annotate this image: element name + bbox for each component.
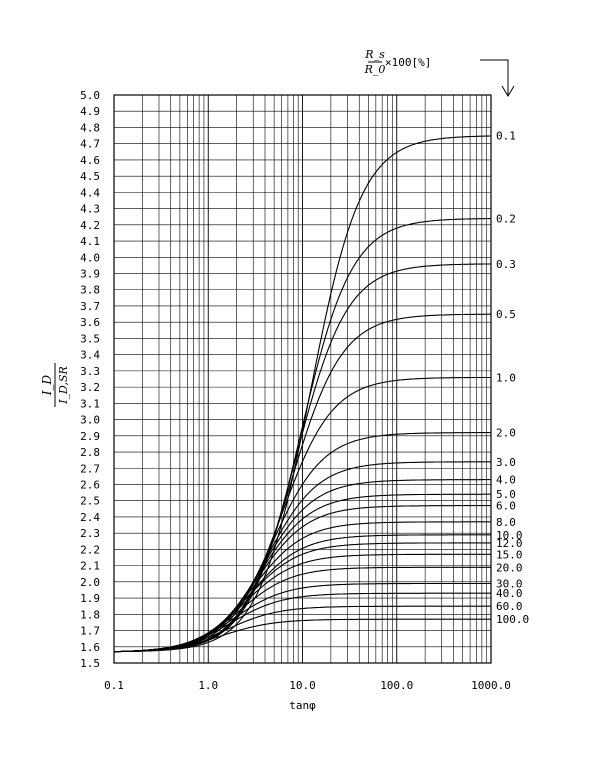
- y-tick-label: 4.2: [80, 219, 100, 232]
- legend-arrow: [480, 59, 509, 96]
- y-tick-label: 3.2: [80, 381, 100, 394]
- y-axis-label: I_D I_D,SR: [40, 363, 70, 407]
- series-label-12.0: 12.0: [496, 537, 523, 550]
- series-label-30.0: 30.0: [496, 577, 523, 590]
- y-axis-label-denominator: I_D,SR: [57, 366, 70, 405]
- series-label-1.0: 1.0: [496, 371, 516, 384]
- y-tick-label: 1.8: [80, 608, 100, 621]
- plot-frame: [113, 94, 492, 664]
- x-axis-label: tanφ: [289, 699, 316, 712]
- series-label-0.3: 0.3: [496, 258, 516, 271]
- y-tick-label: 4.6: [80, 154, 100, 167]
- series-label-5.0: 5.0: [496, 488, 516, 501]
- y-tick-label: 3.9: [80, 268, 100, 281]
- series-label-60.0: 60.0: [496, 600, 523, 613]
- y-tick-label: 4.1: [80, 235, 100, 248]
- y-tick-label: 1.5: [80, 657, 100, 670]
- y-tick-label: 4.8: [80, 121, 100, 134]
- series-labels: 0.1 0.2 0.3 0.5 1.0 2.0 3.0 4.05.06.0 8.010.012.…: [496, 130, 529, 627]
- y-tick-label: 1.6: [80, 641, 100, 654]
- y-tick-label: 4.0: [80, 251, 100, 264]
- curve-60.0: [114, 605, 491, 653]
- x-tick-label: 100.0: [380, 679, 413, 692]
- series-label-10.0: 10.0: [496, 529, 523, 542]
- y-tick-label: 2.1: [80, 560, 100, 573]
- y-tick-label: 1.9: [80, 592, 100, 605]
- y-tick-label: 4.3: [80, 203, 100, 216]
- legend-title-suffix: ×100[%]: [385, 56, 431, 69]
- x-tick-label: 0.1: [104, 679, 124, 692]
- legend-title-numerator: R_s: [364, 48, 385, 61]
- x-tick-labels: 0.1 1.0 10.0 100.0 1000.0: [104, 679, 511, 692]
- y-tick-label: 3.6: [80, 316, 100, 329]
- y-tick-label: 3.7: [80, 300, 100, 313]
- y-tick-label: 3.8: [80, 284, 100, 297]
- y-tick-label: 3.4: [80, 349, 100, 362]
- y-axis-label-numerator: I_D: [40, 374, 54, 396]
- x-tick-label: 1.0: [198, 679, 218, 692]
- y-tick-label: 3.1: [80, 397, 100, 410]
- legend-title-denominator: R_0: [364, 63, 386, 76]
- series-label-20.0: 20.0: [496, 561, 523, 574]
- y-tick-label: 2.9: [80, 430, 100, 443]
- legend-title: R_s R_0 ×100[%]: [364, 48, 432, 76]
- y-tick-label: 2.0: [80, 576, 100, 589]
- y-tick-label: 1.7: [80, 625, 100, 638]
- series-label-2.0: 2.0: [496, 427, 516, 440]
- curve-40.0: [114, 592, 491, 653]
- series-label-3.0: 3.0: [496, 456, 516, 469]
- y-tick-labels: 1.5 1.6 1.7 1.8 1.9 2.0 2.1 2.2 2.3 2.4 2.5 2.6 2.7 2…: [80, 89, 100, 670]
- x-tick-label: 1000.0: [471, 679, 511, 692]
- legend-arrow-head-icon: [501, 85, 515, 97]
- series-label-6.0: 6.0: [496, 500, 516, 513]
- y-tick-label: 4.4: [80, 186, 100, 199]
- x-tick-label: 10.0: [289, 679, 316, 692]
- y-tick-label: 2.2: [80, 543, 100, 556]
- y-tick-label: 2.4: [80, 511, 100, 524]
- y-tick-label: 4.5: [80, 170, 100, 183]
- series-label-100.0: 100.0: [496, 613, 529, 626]
- y-tick-label: 4.7: [80, 138, 100, 151]
- series-label-0.5: 0.5: [496, 308, 516, 321]
- y-tick-label: 2.5: [80, 495, 100, 508]
- y-tick-label: 2.8: [80, 446, 100, 459]
- y-tick-label: 3.3: [80, 365, 100, 378]
- curves: [114, 135, 491, 653]
- y-tick-label: 2.7: [80, 462, 100, 475]
- y-tick-label: 4.9: [80, 105, 100, 118]
- y-tick-label: 2.3: [80, 527, 100, 540]
- curve-100.0: [114, 618, 491, 653]
- curve-0.5: [114, 313, 491, 653]
- grid: [113, 94, 491, 664]
- series-label-40.0: 40.0: [496, 587, 523, 600]
- series-label-8.0: 8.0: [496, 516, 516, 529]
- y-tick-label: 3.5: [80, 332, 100, 345]
- series-label-15.0: 15.0: [496, 548, 523, 561]
- series-label-4.0: 4.0: [496, 474, 516, 487]
- y-tick-label: 5.0: [80, 89, 100, 102]
- y-tick-label: 2.6: [80, 478, 100, 491]
- y-tick-label: 3.0: [80, 414, 100, 427]
- series-label-0.2: 0.2: [496, 212, 516, 225]
- series-label-0.1: 0.1: [496, 130, 516, 143]
